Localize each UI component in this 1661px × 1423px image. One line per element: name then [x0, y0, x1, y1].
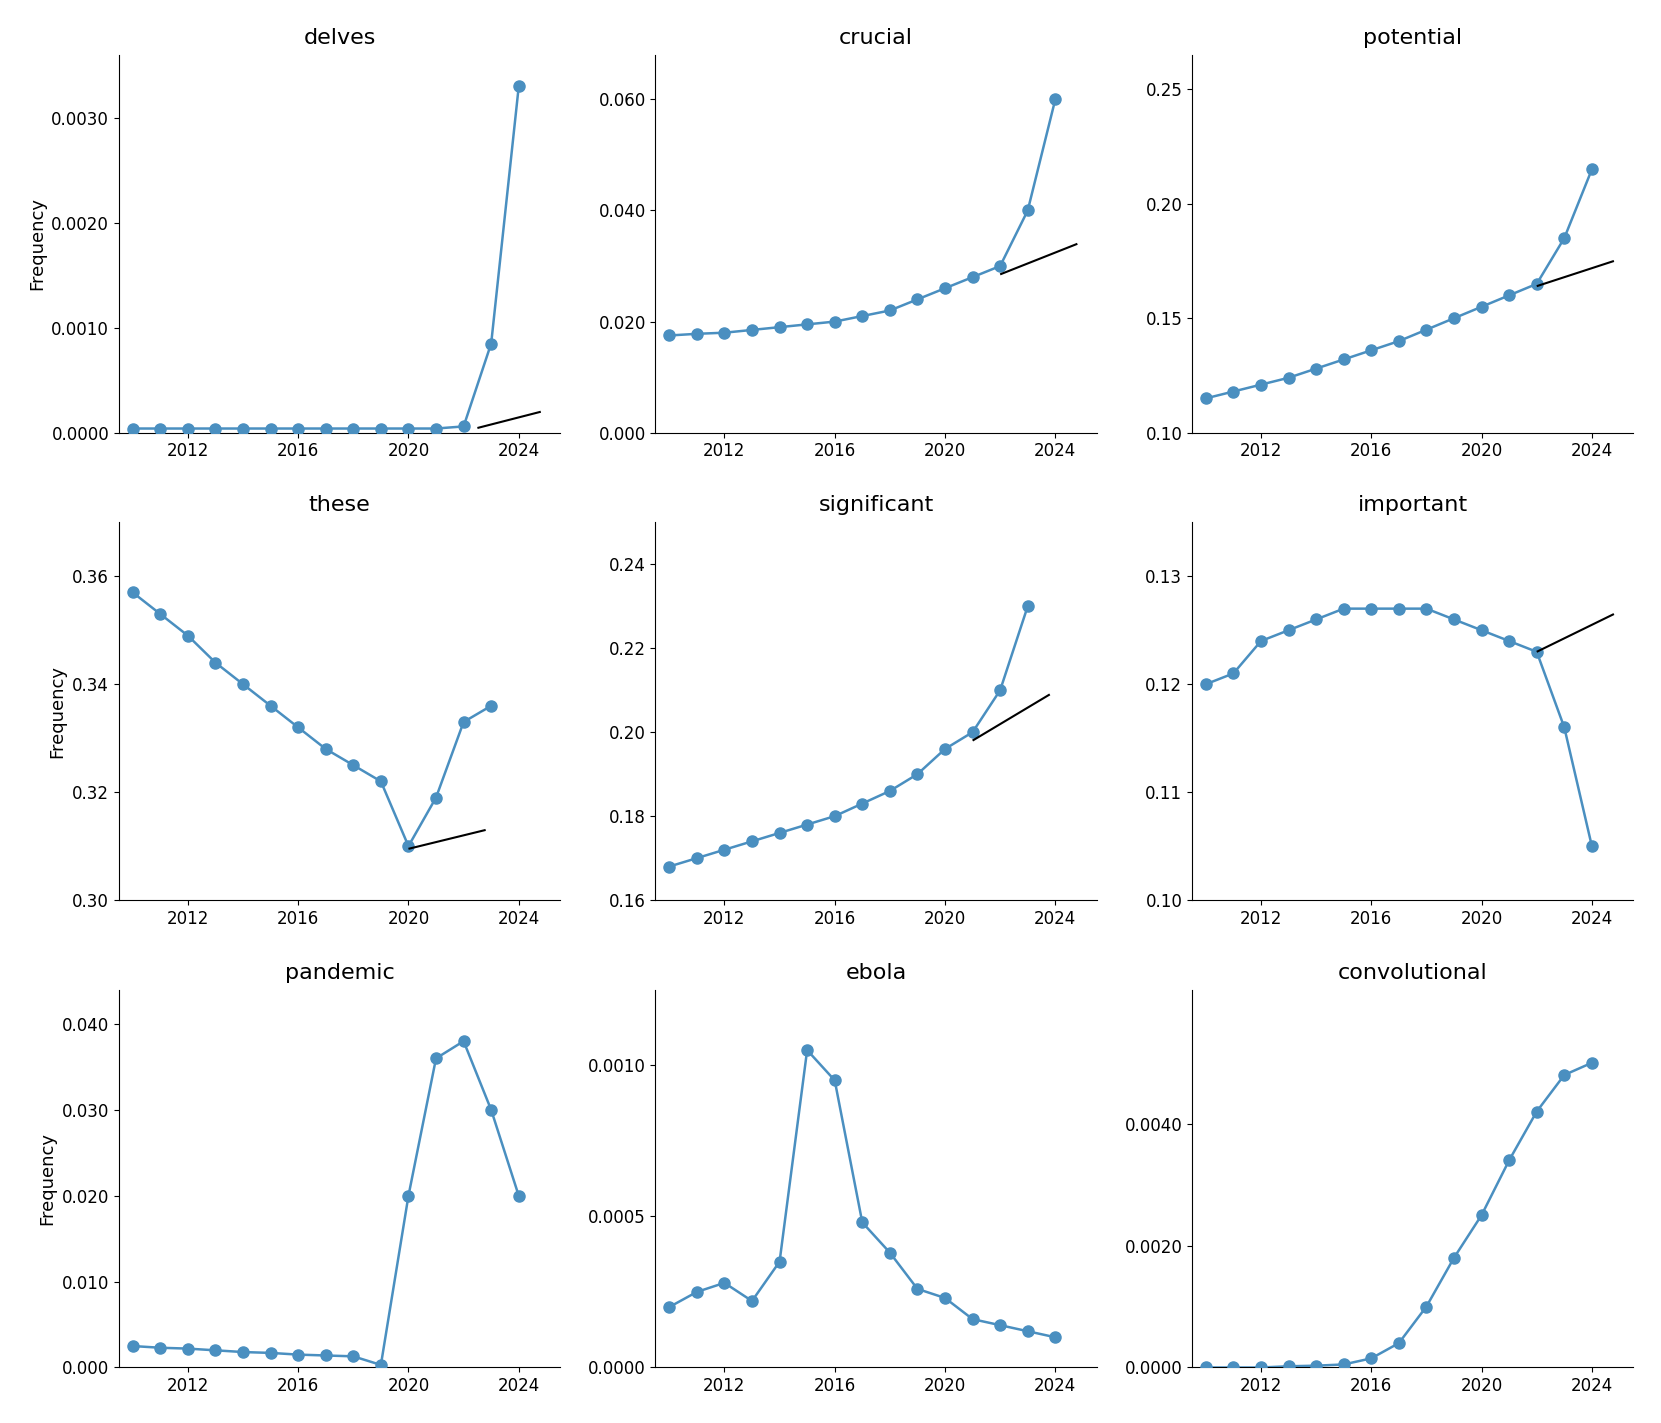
Y-axis label: Frequency: Frequency	[48, 665, 66, 757]
Title: these: these	[309, 495, 370, 515]
Title: ebola: ebola	[845, 962, 907, 982]
Title: important: important	[1357, 495, 1468, 515]
Y-axis label: Frequency: Frequency	[28, 198, 47, 290]
Title: pandemic: pandemic	[284, 962, 394, 982]
Title: potential: potential	[1364, 28, 1462, 48]
Title: delves: delves	[304, 28, 375, 48]
Title: significant: significant	[819, 495, 933, 515]
Title: convolutional: convolutional	[1337, 962, 1488, 982]
Y-axis label: Frequency: Frequency	[38, 1133, 56, 1225]
Title: crucial: crucial	[839, 28, 914, 48]
